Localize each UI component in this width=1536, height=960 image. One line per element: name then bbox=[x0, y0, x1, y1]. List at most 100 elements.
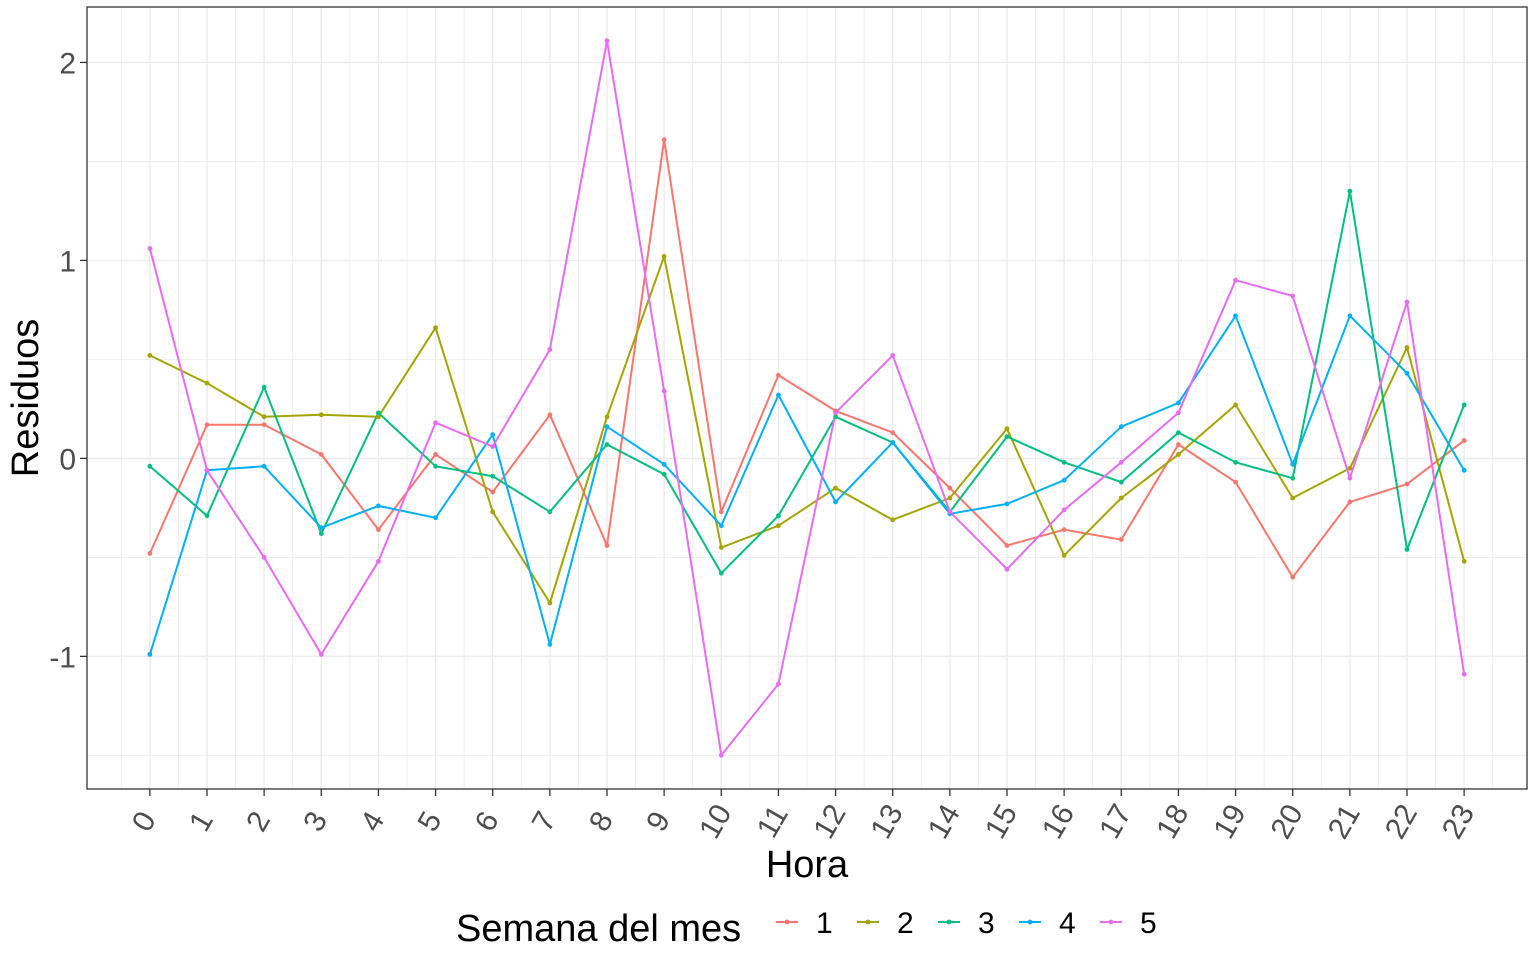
data-point-series-3 bbox=[1061, 459, 1067, 465]
y-tick-label: -1 bbox=[49, 641, 76, 674]
data-point-series-1 bbox=[1061, 527, 1067, 533]
legend-item-3: 3 bbox=[938, 907, 995, 940]
x-tick-label: 3 bbox=[297, 806, 334, 837]
legend-title: Semana del mes bbox=[456, 908, 741, 950]
data-point-series-3 bbox=[776, 513, 781, 519]
x-axis: 0 1 2 3 4 5 6 7 8 9 10 11 12 13 14 15 16 17 18 19 20 21 22 23 bbox=[126, 789, 1481, 844]
x-tick-label: 20 bbox=[1264, 799, 1309, 844]
data-point-series-3 bbox=[1404, 547, 1410, 552]
x-axis-title: Hora bbox=[766, 844, 849, 886]
data-point-series-1 bbox=[547, 412, 553, 418]
x-tick-label: 16 bbox=[1036, 799, 1081, 844]
data-point-series-5 bbox=[1404, 299, 1410, 305]
data-point-series-1 bbox=[604, 543, 610, 548]
data-point-series-2 bbox=[261, 414, 267, 420]
data-point-series-2 bbox=[433, 325, 438, 331]
data-point-series-3 bbox=[1118, 479, 1124, 485]
data-point-series-2 bbox=[947, 495, 953, 501]
data-point-series-4 bbox=[1118, 424, 1124, 430]
x-tick-label: 4 bbox=[354, 806, 391, 837]
data-point-series-5 bbox=[204, 467, 210, 473]
data-point-series-3 bbox=[490, 473, 496, 479]
data-point-series-2 bbox=[318, 412, 324, 418]
data-point-series-1 bbox=[947, 485, 953, 491]
x-tick-label: 22 bbox=[1379, 799, 1424, 844]
data-point-series-2 bbox=[776, 523, 781, 529]
data-point-series-2 bbox=[1004, 426, 1010, 432]
data-point-series-1 bbox=[204, 422, 210, 428]
x-tick-label: 0 bbox=[126, 806, 163, 837]
data-point-series-1 bbox=[147, 551, 153, 556]
data-point-series-1 bbox=[490, 489, 496, 495]
data-point-series-5 bbox=[1004, 566, 1010, 572]
series-line-3 bbox=[149, 190, 1466, 575]
x-tick-label: 17 bbox=[1093, 799, 1138, 844]
legend-label: 3 bbox=[978, 907, 995, 940]
data-point-series-4 bbox=[376, 503, 381, 509]
data-point-series-3 bbox=[1004, 434, 1010, 440]
y-tick-label: 1 bbox=[59, 245, 76, 278]
legend-label: 4 bbox=[1059, 907, 1076, 940]
data-point-series-2 bbox=[490, 509, 496, 515]
data-point-series-1 bbox=[1347, 499, 1353, 505]
data-point-series-5 bbox=[433, 420, 438, 426]
data-point-series-5 bbox=[261, 554, 267, 560]
legend-item-4: 4 bbox=[1019, 907, 1076, 940]
data-point-series-1 bbox=[318, 452, 324, 457]
x-tick-label: 14 bbox=[922, 799, 967, 844]
data-point-series-1 bbox=[890, 430, 896, 436]
legend: Semana del mes 1 2 3 4 5 bbox=[456, 907, 1157, 950]
data-point-series-4 bbox=[1290, 461, 1296, 467]
series-points bbox=[147, 38, 1467, 758]
data-point-series-2 bbox=[547, 600, 553, 606]
data-point-series-2 bbox=[1404, 345, 1410, 350]
data-point-series-5 bbox=[147, 246, 153, 251]
series-line-1 bbox=[148, 138, 1465, 579]
data-point-series-4 bbox=[776, 392, 781, 398]
data-point-series-3 bbox=[318, 531, 324, 537]
legend-key-point bbox=[1027, 919, 1033, 925]
data-point-series-1 bbox=[376, 527, 381, 533]
x-tick-label: 21 bbox=[1322, 799, 1367, 844]
data-point-series-3 bbox=[833, 414, 838, 420]
data-point-series-2 bbox=[890, 517, 896, 523]
data-point-series-2 bbox=[376, 414, 381, 420]
data-point-series-5 bbox=[1233, 277, 1238, 283]
data-point-series-4 bbox=[1233, 313, 1238, 319]
x-tick-label: 18 bbox=[1150, 799, 1195, 844]
data-point-series-3 bbox=[1347, 188, 1353, 194]
data-point-series-2 bbox=[661, 254, 667, 259]
data-point-series-5 bbox=[547, 347, 553, 352]
data-point-series-2 bbox=[833, 485, 838, 491]
legend-key-point bbox=[946, 919, 952, 925]
panel-border bbox=[86, 6, 1528, 790]
legend-item-5: 5 bbox=[1100, 907, 1157, 940]
data-point-series-4 bbox=[1461, 467, 1467, 473]
data-point-series-2 bbox=[204, 380, 210, 386]
data-point-series-4 bbox=[261, 463, 267, 469]
data-point-series-1 bbox=[718, 509, 724, 515]
data-point-series-4 bbox=[318, 525, 324, 531]
data-point-series-2 bbox=[1118, 495, 1124, 501]
data-point-series-3 bbox=[1176, 430, 1181, 436]
data-point-series-1 bbox=[1404, 481, 1410, 487]
data-point-series-5 bbox=[661, 388, 667, 394]
data-point-series-5 bbox=[1461, 671, 1467, 677]
data-point-series-4 bbox=[547, 642, 553, 647]
x-tick-label: 2 bbox=[240, 806, 277, 837]
data-point-series-5 bbox=[718, 752, 724, 758]
data-point-series-3 bbox=[376, 410, 381, 416]
data-point-series-5 bbox=[1176, 410, 1181, 416]
data-point-series-3 bbox=[661, 471, 667, 477]
data-point-series-4 bbox=[833, 499, 838, 505]
legend-item-2: 2 bbox=[857, 907, 914, 940]
data-point-series-3 bbox=[1233, 459, 1238, 465]
data-point-series-4 bbox=[147, 651, 153, 657]
x-tick-label: 19 bbox=[1207, 799, 1252, 844]
data-point-series-3 bbox=[147, 463, 153, 469]
data-point-series-4 bbox=[1347, 313, 1353, 319]
x-tick-label: 11 bbox=[751, 800, 795, 843]
x-tick-label: 7 bbox=[526, 806, 563, 837]
data-point-series-2 bbox=[1290, 495, 1296, 501]
